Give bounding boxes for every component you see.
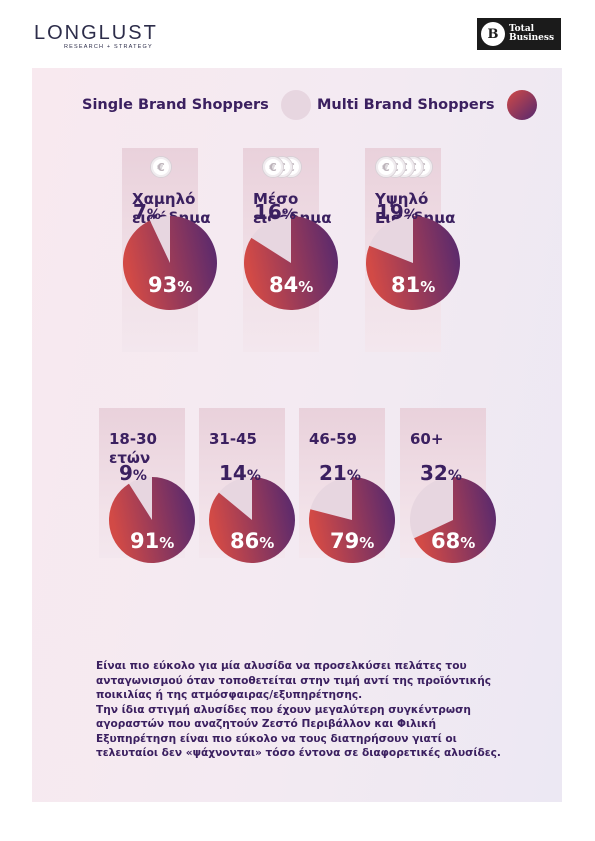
coin-stack: €€€ [262, 156, 302, 178]
legend-swatch-multi [506, 90, 537, 120]
data-label-value: 84 [269, 272, 299, 297]
data-label-single: 21% [319, 463, 361, 486]
data-label-value: 21 [319, 461, 347, 485]
body-text: Είναι πιο εύκολο για μία αλυσίδα να προσ… [96, 659, 506, 761]
data-label-value: 93 [148, 272, 178, 297]
pie-slice-multi [209, 477, 296, 563]
data-label-single: 16% [254, 202, 296, 225]
pie-chart [244, 216, 339, 310]
percent-sign: % [159, 533, 175, 552]
pie-chart [209, 477, 296, 563]
percent-sign: % [246, 468, 261, 484]
percent-sign: % [460, 533, 476, 552]
legend: Single Brand Shoppers Multi Brand Shoppe… [0, 88, 595, 128]
category-label-line: 60+ [410, 430, 444, 448]
euro-coin-icon: € [150, 156, 172, 178]
category-label-line: 31-45 [209, 430, 257, 448]
data-label-value: 9 [119, 461, 133, 485]
body-paragraph-2: Την ίδια στιγμή αλυσίδες που έχουν μεγαλ… [96, 703, 501, 760]
data-label-single: 32% [420, 463, 462, 486]
data-label-value: 7 [133, 200, 147, 224]
data-label-multi: 79% [330, 528, 375, 554]
percent-sign: % [298, 277, 314, 296]
partner-name: Total Business [509, 25, 554, 43]
pie-slice-multi [309, 477, 396, 563]
legend-swatch-single [280, 90, 311, 120]
percent-sign: % [447, 468, 462, 484]
pie-slice-multi [414, 477, 496, 563]
data-label-single: 19% [376, 202, 418, 225]
percent-sign: % [259, 533, 275, 552]
pie-slice-multi [366, 216, 461, 310]
percent-sign: % [346, 468, 361, 484]
percent-sign: % [359, 533, 375, 552]
legend-label-single: Single Brand Shoppers [82, 97, 269, 113]
data-label-multi: 86% [230, 528, 275, 554]
data-label-multi: 91% [130, 528, 175, 554]
category-label-line: Υψηλό [375, 190, 429, 208]
data-label-value: 19 [376, 200, 404, 224]
percent-sign: % [403, 207, 418, 223]
longlust-logo: LONGLUST RESEARCH + STRATEGY [34, 22, 158, 50]
brand-tagline: RESEARCH + STRATEGY [64, 44, 153, 50]
data-label-single: 14% [219, 463, 261, 486]
data-label-value: 79 [330, 528, 360, 553]
partner-name-line2: Business [509, 33, 555, 43]
pie-chart [309, 477, 396, 563]
brand-name: LONGLUST [34, 22, 158, 44]
percent-sign: % [132, 468, 147, 484]
pie-chart [122, 216, 217, 310]
percent-sign: % [281, 207, 296, 223]
partner-mark: B [481, 22, 505, 46]
pie-slice-single [149, 216, 170, 263]
coin-stack: €€€€€ [375, 156, 433, 178]
data-label-value: 81 [391, 272, 421, 297]
category-label: 18-30 ετών [109, 430, 157, 468]
euro-coin-icon: € [262, 156, 284, 178]
partner-name-line1: Total [509, 24, 535, 34]
data-label-single: 9% [119, 463, 147, 486]
data-label-value: 91 [130, 528, 160, 553]
data-label-value: 32 [420, 461, 448, 485]
pie-chart [108, 477, 195, 563]
category-label-line: 46-59 [309, 430, 357, 448]
data-label-multi: 81% [391, 272, 436, 298]
legend-item-single: Single Brand Shoppers [82, 90, 311, 120]
category-label-line: 18-30 [109, 430, 157, 448]
data-label-multi: 93% [148, 272, 193, 298]
euro-coin-icon: € [375, 156, 397, 178]
category-label: 46-59 [309, 430, 357, 449]
data-label-value: 68 [431, 528, 461, 553]
pie-slice-multi [122, 216, 217, 310]
data-label-value: 14 [219, 461, 247, 485]
data-label-value: 86 [230, 528, 260, 553]
pie-slice-single [251, 216, 291, 263]
category-label: 31-45 [209, 430, 257, 449]
data-label-multi: 68% [431, 528, 476, 554]
legend-label-multi: Multi Brand Shoppers [317, 97, 495, 113]
percent-sign: % [146, 207, 161, 223]
category-label-line: Μέσο [253, 190, 299, 208]
category-label-line: ετών [109, 449, 151, 467]
pie-slice-multi [108, 477, 195, 563]
legend-item-multi: Multi Brand Shoppers [317, 90, 537, 120]
pie-slice-single [218, 477, 252, 520]
pie-slice-single [369, 216, 413, 263]
category-label: 60+ [410, 430, 443, 449]
data-label-single: 7% [133, 202, 161, 225]
data-label-value: 16 [254, 200, 282, 224]
data-label-multi: 84% [269, 272, 314, 298]
category-label-line: Χαμηλό [132, 190, 196, 208]
pie-slice-single [409, 477, 453, 539]
pie-chart [409, 477, 496, 563]
pie-chart [366, 216, 461, 310]
pie-slice-single [310, 477, 352, 520]
coin-stack: € [150, 156, 172, 178]
percent-sign: % [177, 277, 193, 296]
total-business-logo: B Total Business [477, 18, 561, 50]
pie-slice-single [128, 477, 152, 520]
percent-sign: % [420, 277, 436, 296]
body-paragraph-1: Είναι πιο εύκολο για μία αλυσίδα να προσ… [96, 660, 492, 701]
pie-slice-multi [244, 216, 339, 310]
